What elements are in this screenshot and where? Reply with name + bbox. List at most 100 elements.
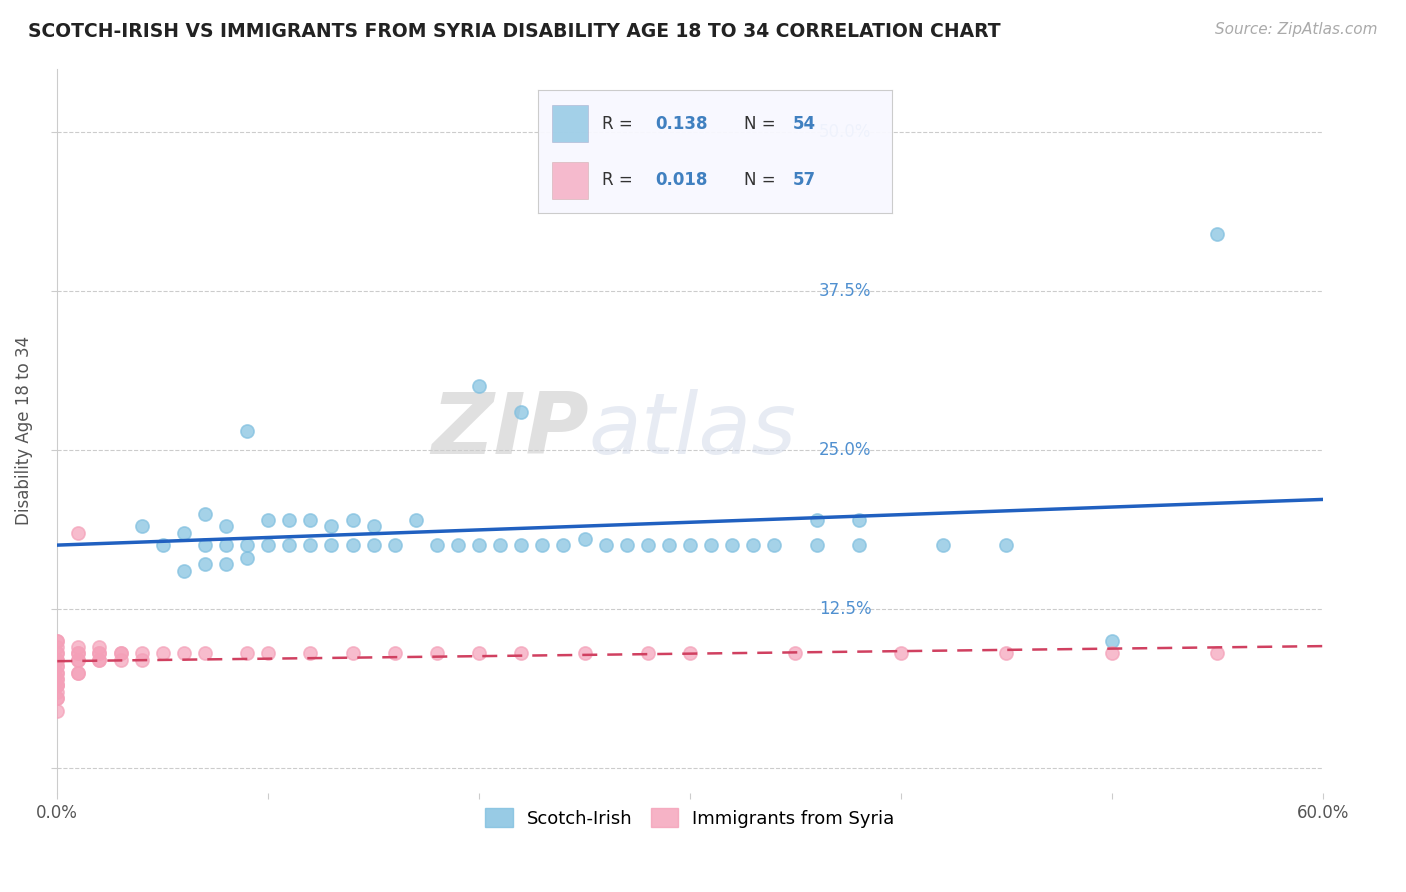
Point [173,525,195,540]
Point [468,647,491,661]
Point [46,690,69,705]
Point [257,647,280,661]
Point [67,525,90,540]
Point [152,538,174,552]
Point [299,647,322,661]
Point [848,538,870,552]
Text: ZIP: ZIP [432,390,589,473]
Point [67,640,90,654]
Point [89,640,111,654]
Point [67,647,90,661]
Point [46,678,69,692]
Point [46,633,69,648]
Point [363,519,385,533]
Point [173,647,195,661]
Point [595,538,617,552]
Point [510,405,533,419]
Text: Source: ZipAtlas.com: Source: ZipAtlas.com [1215,22,1378,37]
Point [46,647,69,661]
Text: 50.0%: 50.0% [820,123,872,141]
Point [46,690,69,705]
Point [1206,647,1229,661]
Point [553,538,575,552]
Point [194,558,217,572]
Point [236,538,259,552]
Point [46,678,69,692]
Point [46,659,69,673]
Point [110,653,132,667]
Point [46,704,69,718]
Point [342,513,364,527]
Point [1101,633,1123,648]
Point [89,647,111,661]
Point [131,653,153,667]
Point [995,538,1018,552]
Text: 12.5%: 12.5% [820,600,872,618]
Point [700,538,723,552]
Point [89,647,111,661]
Point [46,653,69,667]
Point [67,653,90,667]
Point [510,538,533,552]
Point [194,507,217,521]
Point [321,519,343,533]
Point [531,538,554,552]
Point [721,538,744,552]
Point [785,647,807,661]
Point [110,647,132,661]
Point [67,665,90,680]
Point [468,538,491,552]
Point [763,538,786,552]
Point [848,513,870,527]
Point [46,653,69,667]
Point [658,538,681,552]
Point [89,653,111,667]
Point [890,647,912,661]
Point [215,519,238,533]
Point [131,519,153,533]
Point [173,564,195,578]
Point [426,538,449,552]
Point [215,558,238,572]
Text: 25.0%: 25.0% [820,441,872,459]
Point [278,513,301,527]
Text: 37.5%: 37.5% [820,282,872,300]
Text: atlas: atlas [589,390,797,473]
Point [215,538,238,552]
Point [679,647,702,661]
Point [932,538,955,552]
Point [46,672,69,686]
Point [46,665,69,680]
Point [46,672,69,686]
Point [637,538,659,552]
Point [67,653,90,667]
Point [194,538,217,552]
Point [89,653,111,667]
Point [447,538,470,552]
Y-axis label: Disability Age 18 to 34: Disability Age 18 to 34 [15,336,32,525]
Point [574,647,596,661]
Point [194,647,217,661]
Point [236,647,259,661]
Point [152,647,174,661]
Point [510,647,533,661]
Point [46,633,69,648]
Point [637,647,659,661]
Point [46,640,69,654]
Point [236,551,259,566]
Point [299,538,322,552]
Point [299,513,322,527]
Point [131,647,153,661]
Point [257,538,280,552]
Point [742,538,765,552]
Text: SCOTCH-IRISH VS IMMIGRANTS FROM SYRIA DISABILITY AGE 18 TO 34 CORRELATION CHART: SCOTCH-IRISH VS IMMIGRANTS FROM SYRIA DI… [28,22,1001,41]
Point [995,647,1018,661]
Point [46,647,69,661]
Point [405,513,427,527]
Point [46,665,69,680]
Point [257,513,280,527]
Point [384,538,406,552]
Point [342,647,364,661]
Point [321,538,343,552]
Point [574,532,596,546]
